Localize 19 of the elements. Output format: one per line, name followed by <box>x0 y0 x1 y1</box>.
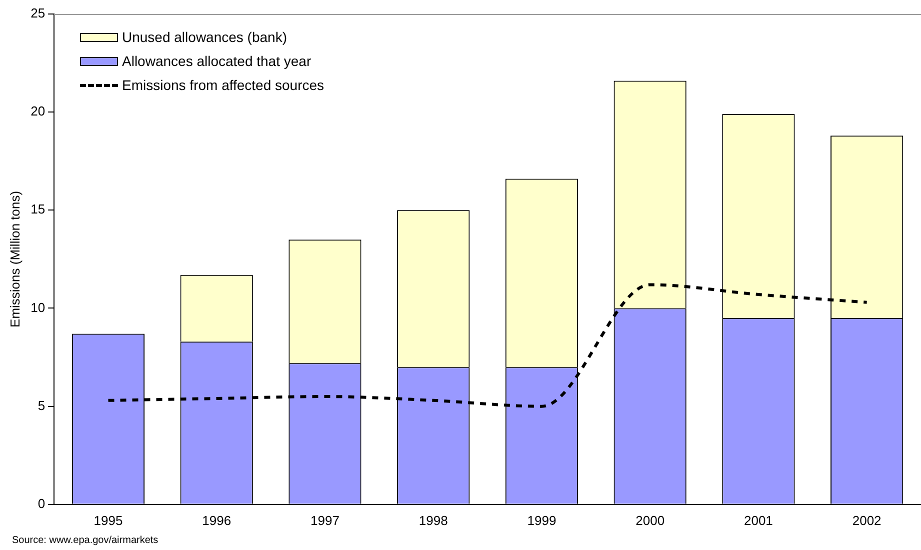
x-tick-label: 1999 <box>527 512 556 528</box>
x-tick-label: 1996 <box>202 512 232 528</box>
y-tick-label: 5 <box>38 398 46 413</box>
y-axis-title: Emissions (Million tons) <box>7 190 22 328</box>
x-tick-label: 2001 <box>744 512 773 528</box>
source-note: Source: www.epa.gov/airmarkets <box>12 535 158 546</box>
legend-label: Emissions from affected sources <box>122 77 324 93</box>
y-tick-label: 20 <box>30 104 46 119</box>
y-tick-label: 15 <box>30 202 46 217</box>
x-tick-label: 1998 <box>418 512 448 528</box>
x-tick-label: 1995 <box>94 512 123 528</box>
y-tick-label: 25 <box>30 6 46 21</box>
x-tick-label: 2000 <box>636 512 665 528</box>
y-tick-label: 0 <box>38 496 46 511</box>
legend-label: Unused allowances (bank) <box>122 29 287 45</box>
x-tick-label: 2002 <box>852 512 882 528</box>
y-tick-label: 10 <box>30 300 46 315</box>
x-tick-label: 1997 <box>310 512 340 528</box>
legend-label: Allowances allocated that year <box>122 53 312 69</box>
